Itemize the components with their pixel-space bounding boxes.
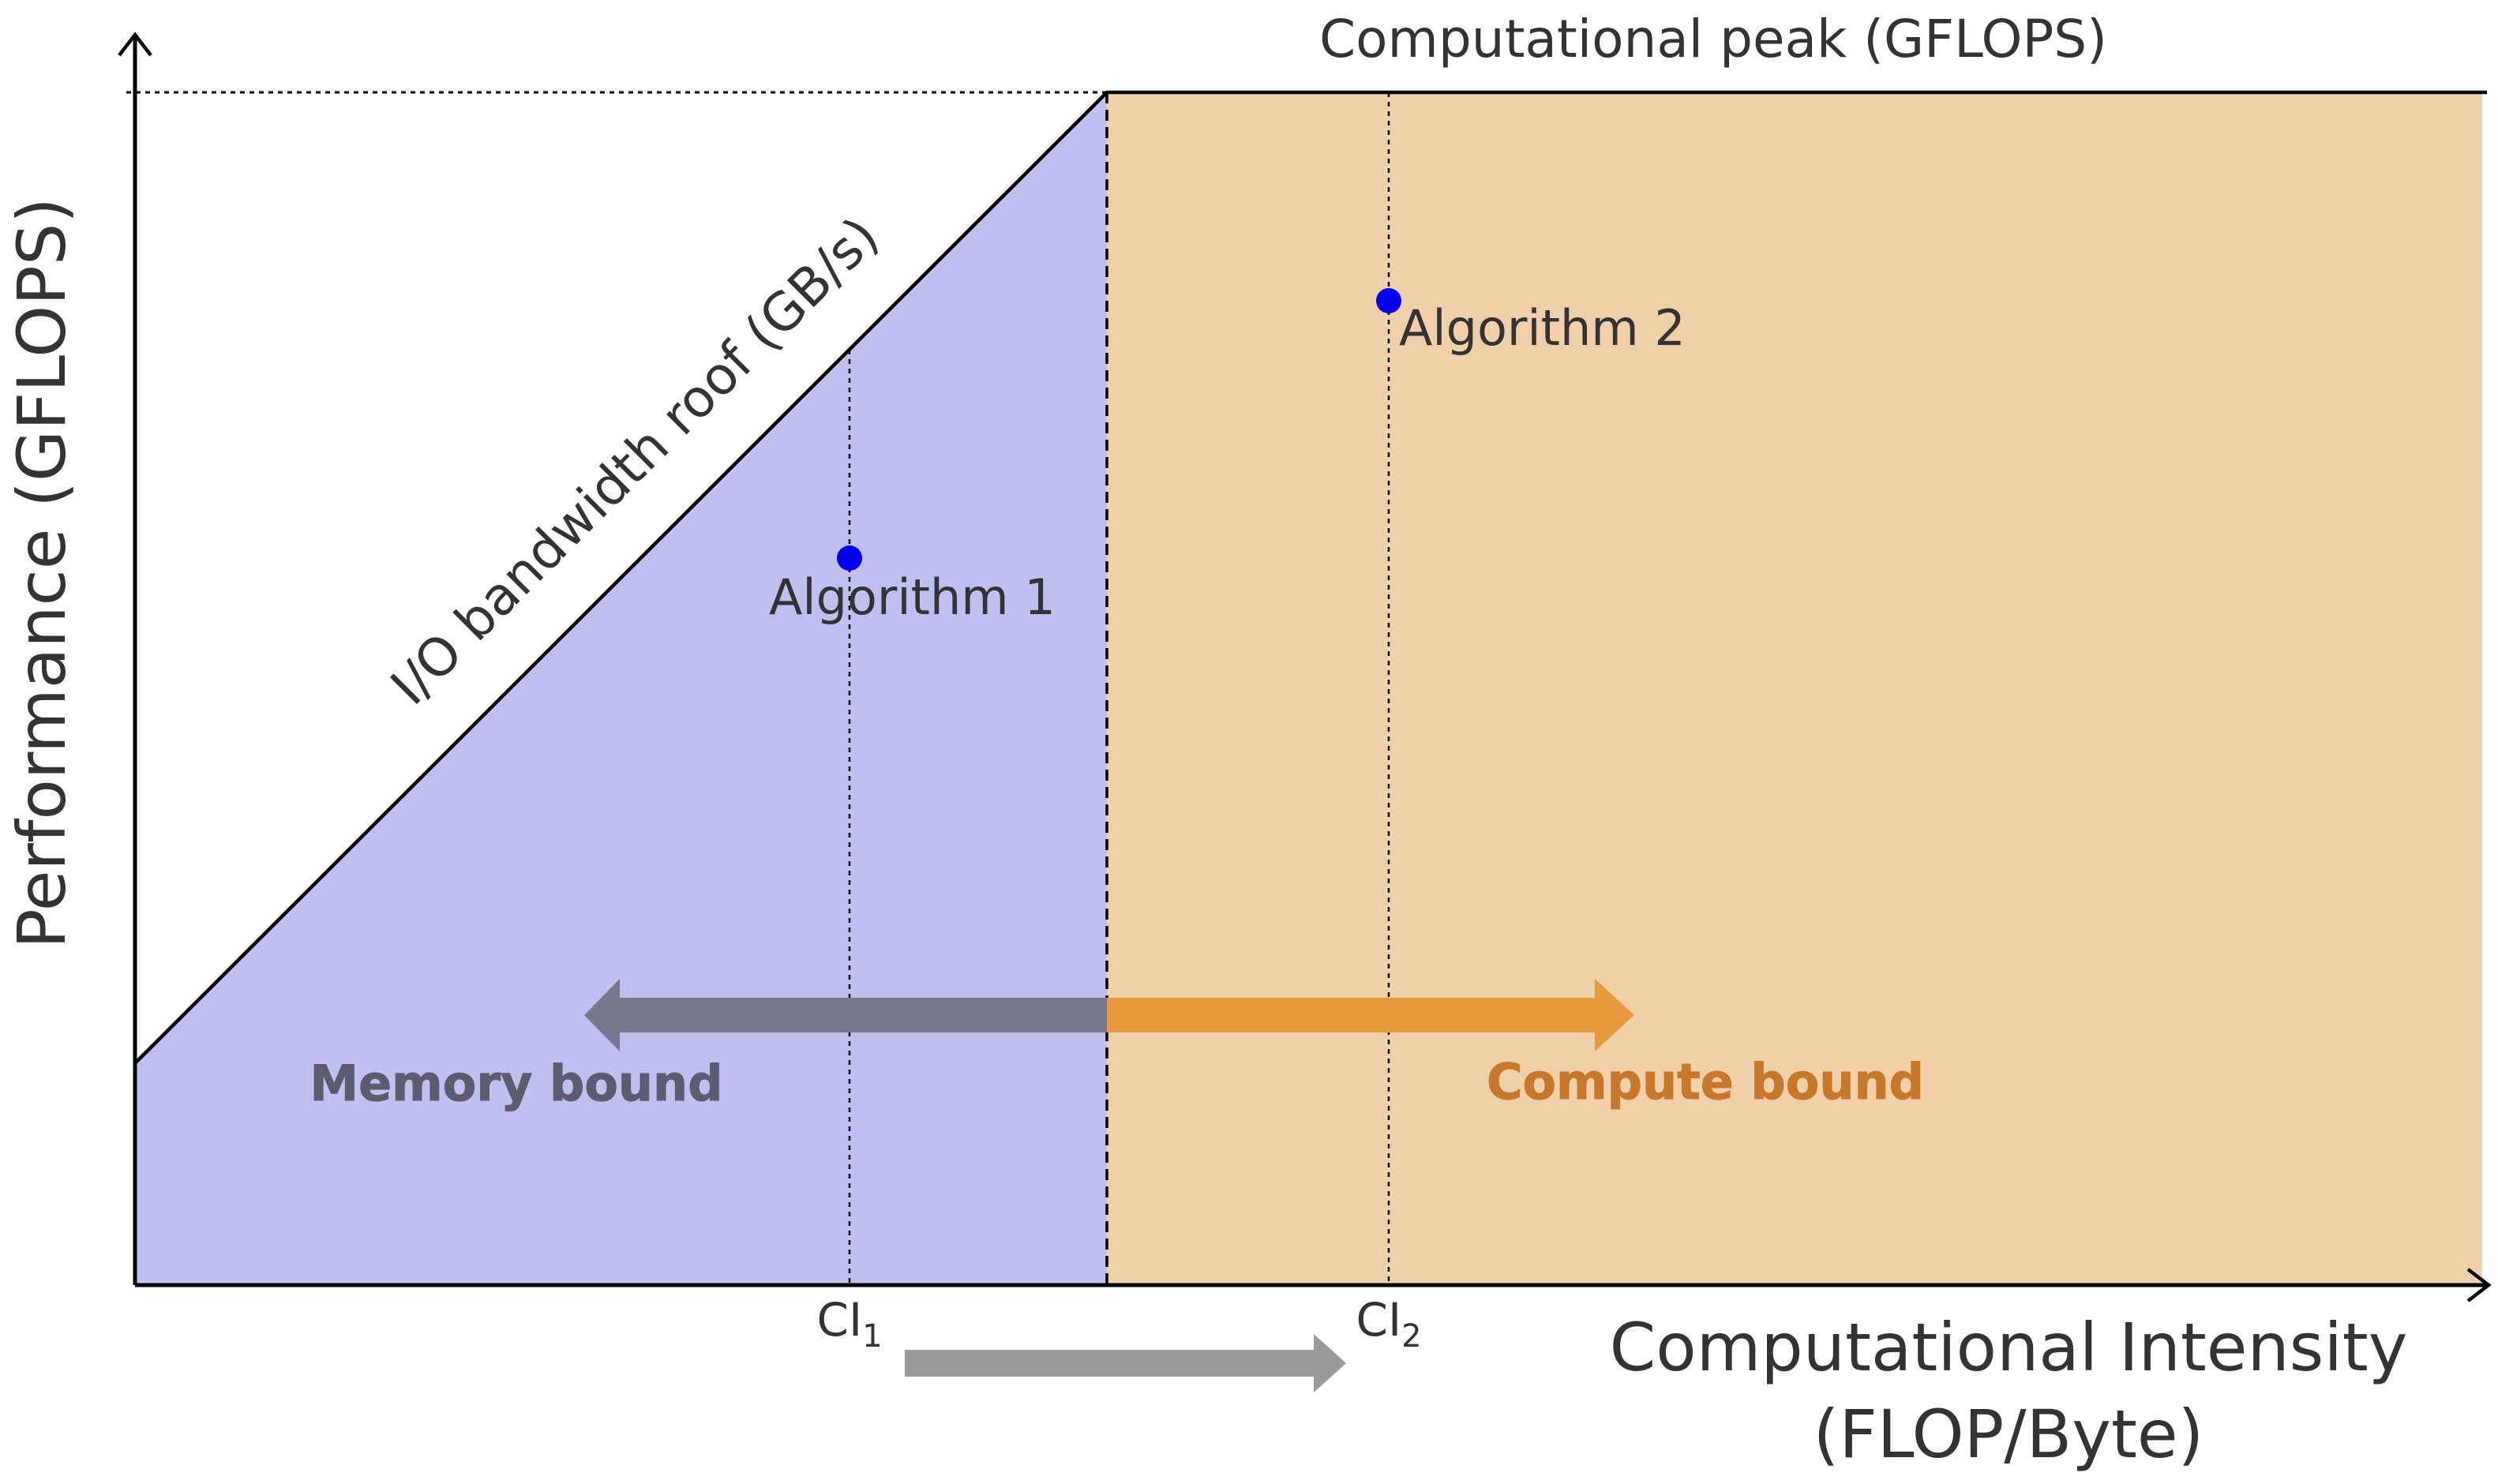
compute-bound-region [1107,92,2482,1285]
peak-label: Computational peak (GFLOPS) [1319,9,2107,69]
algorithm2-point [1376,288,1401,313]
x-axis [135,1268,2492,1302]
memory-bound-arrow [584,979,1107,1051]
x-axis-label-line2: (FLOP/Byte) [1813,1396,2204,1473]
algorithm1-point [837,545,862,571]
x-axis-label-line1: Computational Intensity [1610,1309,2408,1386]
y-axis-label: Performance (GFLOPS) [3,197,81,949]
compute-bound-label: Compute bound [1487,1053,1924,1111]
compute-bound-arrow [1107,979,1634,1051]
algorithm1-label: Algorithm 1 [769,568,1056,626]
y-axis [118,32,152,1285]
intensity-increase-arrow [905,1334,1346,1392]
ci2-tick-label: CI2 [1356,1293,1421,1355]
roofline [133,90,2487,1065]
memory-bound-region [135,92,1107,1285]
ci1-tick-label: CI1 [816,1293,882,1355]
memory-bound-label: Memory bound [309,1055,722,1112]
algorithm2-label: Algorithm 2 [1399,299,1686,357]
